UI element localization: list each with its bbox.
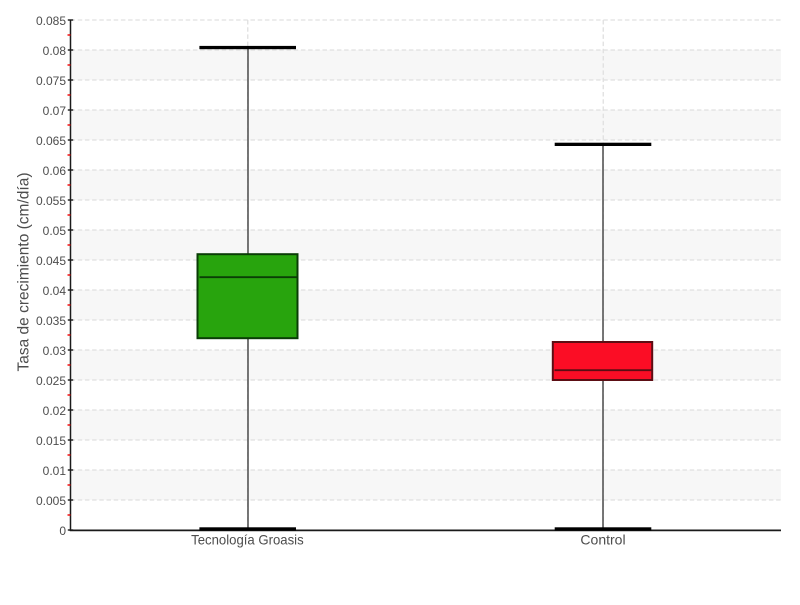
svg-text:0.025: 0.025 (36, 374, 66, 388)
svg-text:0.035: 0.035 (36, 314, 66, 328)
svg-text:0.005: 0.005 (36, 494, 66, 508)
svg-text:0: 0 (59, 524, 66, 538)
svg-text:0.01: 0.01 (43, 464, 67, 478)
svg-text:0.03: 0.03 (43, 344, 67, 358)
svg-text:0.075: 0.075 (36, 74, 66, 88)
svg-text:0.08: 0.08 (43, 44, 67, 58)
svg-text:0.015: 0.015 (36, 434, 66, 448)
svg-text:Tasa de crecimiento (cm/día): Tasa de crecimiento (cm/día) (16, 173, 33, 372)
svg-text:0.055: 0.055 (36, 194, 66, 208)
svg-text:0.065: 0.065 (36, 134, 66, 148)
svg-text:Tecnología Groasis: Tecnología Groasis (191, 531, 304, 547)
svg-text:0.02: 0.02 (43, 404, 67, 418)
svg-text:0.045: 0.045 (36, 254, 66, 268)
svg-text:Control: Control (580, 531, 625, 547)
svg-text:0.05: 0.05 (43, 224, 67, 238)
svg-text:0.07: 0.07 (43, 104, 67, 118)
svg-text:0.06: 0.06 (43, 164, 67, 178)
svg-text:0.04: 0.04 (43, 284, 67, 298)
svg-text:0.085: 0.085 (36, 14, 66, 28)
